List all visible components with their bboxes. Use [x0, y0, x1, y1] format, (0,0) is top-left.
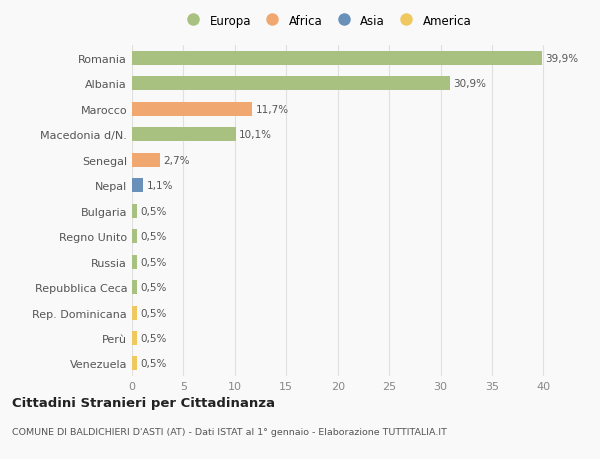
Bar [132, 77, 450, 91]
Bar [132, 331, 137, 345]
Text: 1,1%: 1,1% [146, 181, 173, 190]
Text: 0,5%: 0,5% [140, 257, 167, 267]
Bar [132, 51, 542, 66]
Text: COMUNE DI BALDICHIERI D'ASTI (AT) - Dati ISTAT al 1° gennaio - Elaborazione TUTT: COMUNE DI BALDICHIERI D'ASTI (AT) - Dati… [12, 427, 447, 436]
Bar [132, 204, 137, 218]
Text: 0,5%: 0,5% [140, 333, 167, 343]
Text: 30,9%: 30,9% [453, 79, 486, 89]
Text: 0,5%: 0,5% [140, 358, 167, 369]
Bar [132, 280, 137, 294]
Bar [132, 255, 137, 269]
Text: 0,5%: 0,5% [140, 232, 167, 241]
Legend: Europa, Africa, Asia, America: Europa, Africa, Asia, America [179, 12, 474, 30]
Bar [132, 102, 253, 117]
Bar [132, 306, 137, 320]
Text: 0,5%: 0,5% [140, 282, 167, 292]
Bar [132, 153, 160, 167]
Bar [132, 230, 137, 244]
Text: 0,5%: 0,5% [140, 308, 167, 318]
Bar [132, 179, 143, 193]
Text: 2,7%: 2,7% [163, 155, 190, 165]
Text: 11,7%: 11,7% [256, 105, 289, 114]
Bar [132, 128, 236, 142]
Bar [132, 357, 137, 371]
Text: 0,5%: 0,5% [140, 206, 167, 216]
Text: 39,9%: 39,9% [545, 54, 578, 64]
Text: 10,1%: 10,1% [239, 130, 272, 140]
Text: Cittadini Stranieri per Cittadinanza: Cittadini Stranieri per Cittadinanza [12, 396, 275, 409]
